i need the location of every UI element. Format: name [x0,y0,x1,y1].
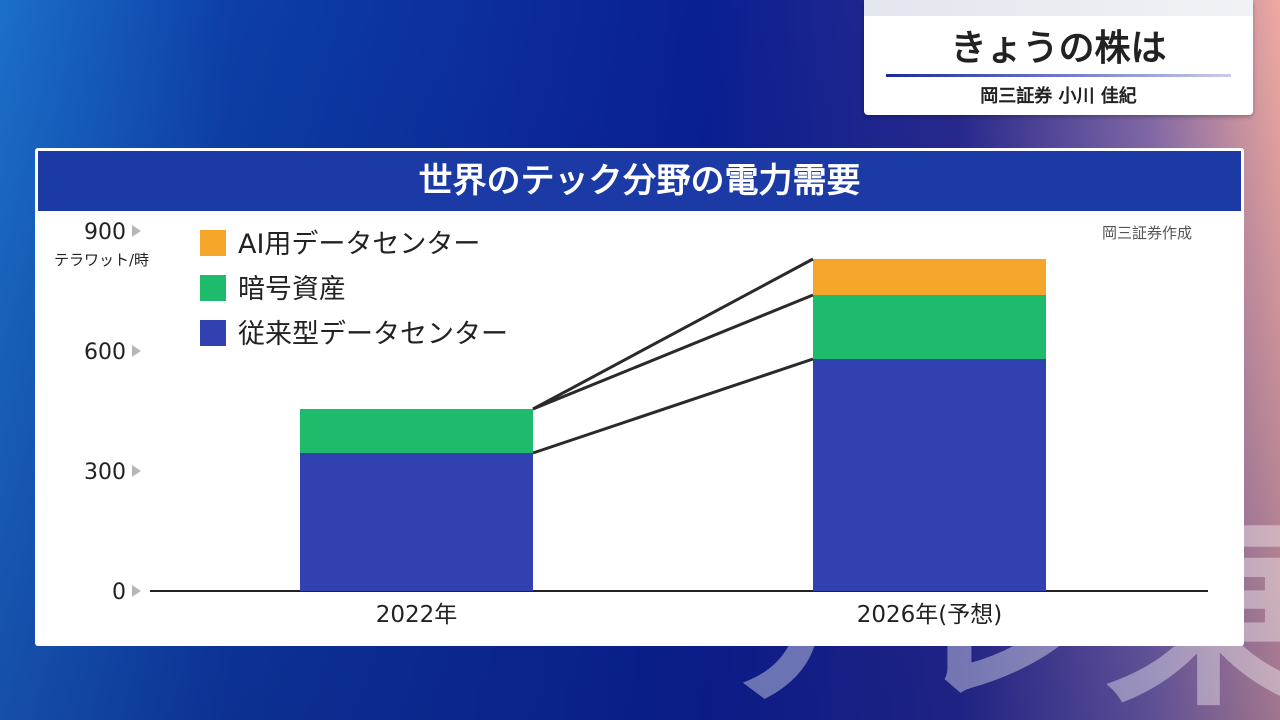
header-divider [886,74,1231,77]
y-tick-arrow [132,585,141,597]
program-title: きょうの株は [950,28,1167,69]
legend-label: 暗号資産 [238,274,346,305]
bar-segment-traditional [300,453,533,591]
x-category-label: 2026年(予想) [857,602,1002,628]
y-tick-arrow [132,465,141,477]
legend-swatch [200,320,226,346]
y-tick-label: 600 [84,340,126,365]
bar-segment-crypto [300,409,533,453]
bar-segment-ai [813,259,1046,295]
legend-label: 従来型データセンター [238,319,508,350]
y-tick-label: 900 [84,220,126,245]
source-note: 岡三証券作成 [1102,224,1192,242]
header-strip [864,0,1253,16]
connector-line-traditional [532,357,814,455]
chart-title: 世界のテック分野の電力需要 [38,151,1241,211]
connector-line-crypto [532,293,814,411]
y-tick-arrow [132,345,141,357]
stacked-bar-chart: 0 300 600 900 テラワット/時 岡三証券作成 2022年 2026年(予想) AI用… [54,220,1208,628]
chart-panel: 世界のテック分野の電力需要 0 300 600 900 テラワット/時 岡三証券作成 202… [35,148,1244,646]
y-tick-label: 0 [112,580,126,605]
y-axis-unit-label: テラワット/時 [54,251,149,269]
legend-swatch [200,275,226,301]
connector-line-total [532,257,814,411]
bar-segment-traditional [813,359,1046,591]
guest-name: 岡三証券 小川 佳紀 [980,86,1137,107]
bar-segment-crypto [813,295,1046,359]
legend-label: AI用データセンター [238,229,480,260]
program-header: きょうの株は 岡三証券 小川 佳紀 [864,0,1253,115]
x-category-label: 2022年 [376,602,458,628]
y-tick-label: 300 [84,460,126,485]
y-tick-arrow [132,225,141,237]
legend-swatch [200,230,226,256]
